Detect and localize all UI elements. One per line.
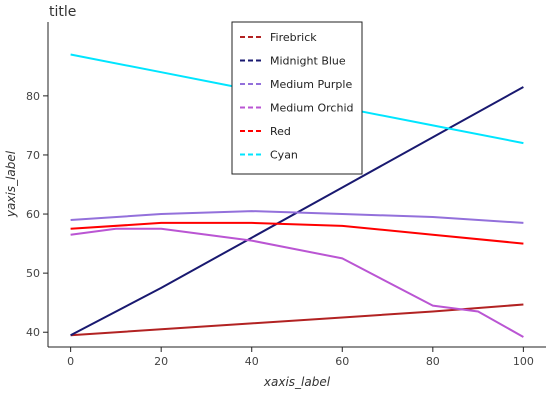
legend-label-medium-purple: Medium Purple	[270, 78, 352, 91]
series-line-red	[70, 221, 524, 245]
legend-label-cyan: Cyan	[270, 149, 298, 162]
x-tick-label: 20	[154, 355, 168, 368]
y-axis-title: yaxis_label	[4, 150, 18, 218]
y-tick-label: 50	[26, 267, 40, 280]
chart-title: title	[49, 4, 76, 20]
series-line-medium-purple	[70, 210, 524, 224]
series-line-firebrick	[70, 303, 524, 337]
legend-label-firebrick: Firebrick	[270, 31, 317, 44]
legend-box	[231, 21, 363, 175]
x-tick-label: 60	[335, 355, 349, 368]
x-tick-label: 40	[245, 355, 259, 368]
x-ticks: 0 20 40 60 80 100	[67, 347, 534, 368]
x-tick-label: 80	[426, 355, 440, 368]
axes	[47, 22, 546, 348]
y-tick-label: 60	[26, 208, 40, 221]
legend-label-midnight-blue: Midnight Blue	[270, 55, 346, 68]
y-tick-label: 70	[26, 149, 40, 162]
x-axis-title: xaxis_label	[263, 375, 331, 389]
legend-label-red: Red	[270, 125, 291, 138]
legend: Firebrick Midnight Blue Medium Purple Mediu…	[231, 21, 363, 175]
y-ticks: 40 50 60 70 80	[26, 90, 48, 339]
x-tick-label: 100	[513, 355, 534, 368]
y-tick-label: 40	[26, 326, 40, 339]
x-tick-label: 0	[67, 355, 74, 368]
y-tick-label: 80	[26, 90, 40, 103]
legend-label-medium-orchid: Medium Orchid	[270, 102, 353, 115]
series-line-medium-orchid	[70, 227, 524, 338]
